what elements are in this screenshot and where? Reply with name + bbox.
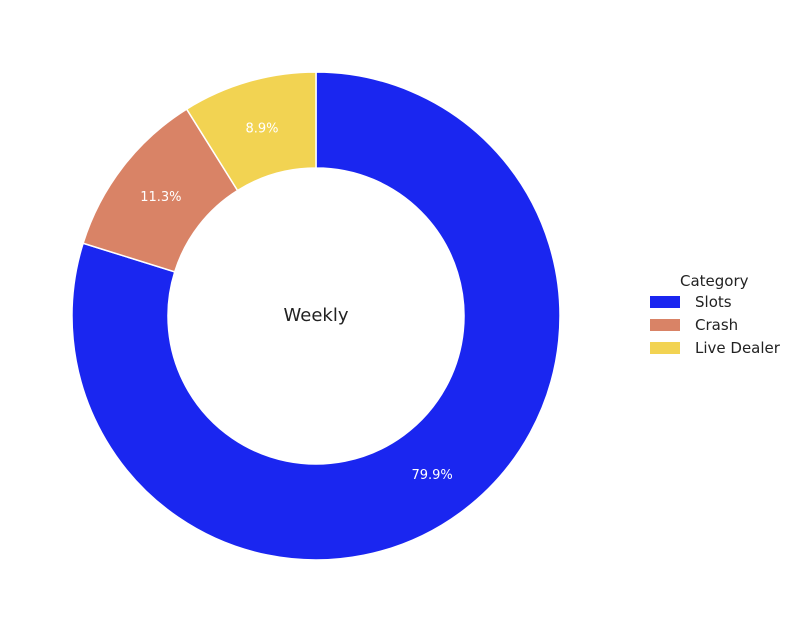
slice-label-slots: 79.9% (411, 468, 452, 483)
slice-live-dealer (185, 71, 317, 192)
legend: Category Slots Crash Live Dealer (650, 272, 781, 357)
legend-swatch-live-dealer (650, 342, 680, 354)
legend-label-live-dealer: Live Dealer (695, 339, 781, 357)
donut-slices (71, 71, 561, 561)
legend-swatch-crash (650, 319, 680, 331)
slice-slots (71, 71, 561, 561)
slice-label-crash: 11.3% (140, 190, 181, 205)
slice-label-live-dealer: 8.9% (245, 122, 278, 137)
legend-swatch-slots (650, 296, 680, 308)
legend-items: Slots Crash Live Dealer (650, 293, 781, 357)
slice-labels: 79.9% 11.3% 8.9% (140, 122, 453, 483)
legend-label-crash: Crash (695, 316, 738, 334)
center-label: Weekly (284, 305, 349, 326)
legend-title: Category (680, 272, 749, 290)
legend-label-slots: Slots (695, 293, 732, 311)
